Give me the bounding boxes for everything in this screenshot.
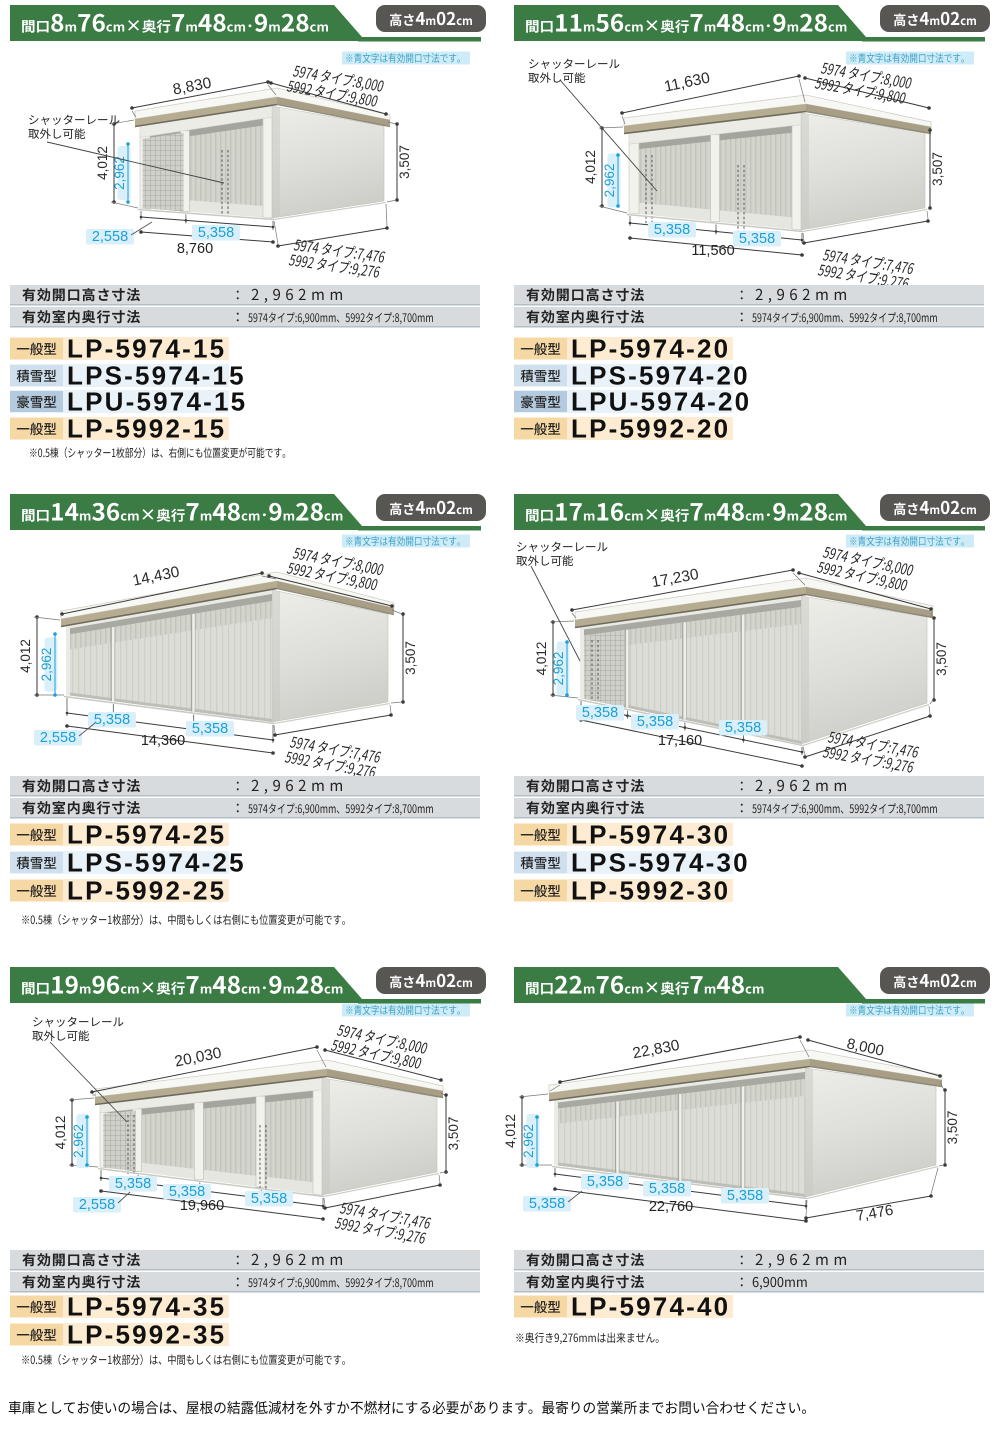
svg-text:7,476: 7,476 — [855, 1202, 895, 1225]
svg-text:4,012: 4,012 — [583, 150, 598, 184]
svg-text:5,358: 5,358 — [115, 1176, 151, 1192]
svg-text:4,012: 4,012 — [95, 146, 110, 180]
svg-text:5,358: 5,358 — [587, 1174, 623, 1190]
svg-text:LP-5974-30: LP-5974-30 — [571, 820, 730, 850]
svg-text:LPS-5974-20: LPS-5974-20 — [571, 361, 750, 391]
svg-text:LP-5974-20: LP-5974-20 — [571, 334, 730, 364]
svg-text:LP-5992-20: LP-5992-20 — [571, 414, 730, 444]
svg-text:LP-5992-25: LP-5992-25 — [67, 876, 226, 906]
svg-text:5,358: 5,358 — [654, 222, 690, 238]
svg-text:19,960: 19,960 — [180, 1198, 224, 1214]
svg-text:3,507: 3,507 — [446, 1117, 461, 1151]
svg-text:4,012: 4,012 — [53, 1116, 68, 1150]
svg-text:2,558: 2,558 — [40, 730, 76, 746]
svg-text:LPU-5974-15: LPU-5974-15 — [67, 387, 247, 417]
svg-text:LPS-5974-15: LPS-5974-15 — [67, 361, 246, 391]
svg-text:LP-5992-15: LP-5992-15 — [67, 414, 226, 444]
svg-text:5,358: 5,358 — [637, 714, 673, 730]
svg-text:2,962: 2,962 — [551, 652, 566, 686]
svg-text:2,962: 2,962 — [521, 1124, 536, 1158]
svg-text:5,358: 5,358 — [198, 225, 234, 241]
svg-text:5,358: 5,358 — [529, 1196, 565, 1212]
svg-text:2,962: 2,962 — [602, 164, 617, 198]
svg-text:14,360: 14,360 — [141, 733, 185, 749]
svg-text:17,160: 17,160 — [658, 733, 702, 749]
svg-text:LPS-5974-30: LPS-5974-30 — [571, 848, 750, 878]
svg-text:5,358: 5,358 — [192, 721, 228, 737]
svg-text:LPS-5974-25: LPS-5974-25 — [67, 848, 246, 878]
svg-text:LP-5992-30: LP-5992-30 — [571, 876, 730, 906]
svg-text:LPU-5974-20: LPU-5974-20 — [571, 387, 751, 417]
svg-text:4,012: 4,012 — [534, 642, 549, 676]
svg-text:LP-5974-25: LP-5974-25 — [67, 820, 226, 850]
svg-text:2,962: 2,962 — [112, 156, 127, 190]
svg-text:5,358: 5,358 — [727, 1188, 763, 1204]
svg-text:LP-5974-40: LP-5974-40 — [571, 1292, 730, 1322]
svg-text:11,560: 11,560 — [691, 243, 734, 259]
svg-text:2,558: 2,558 — [92, 229, 128, 245]
svg-text:2,962: 2,962 — [39, 648, 54, 682]
svg-text:LP-5974-15: LP-5974-15 — [67, 334, 226, 364]
svg-text:5,358: 5,358 — [94, 712, 130, 728]
svg-text:5,358: 5,358 — [582, 705, 618, 721]
svg-text:5,358: 5,358 — [169, 1184, 205, 1200]
svg-text:4,012: 4,012 — [18, 639, 33, 673]
svg-text:2,558: 2,558 — [79, 1197, 115, 1213]
svg-text:2,962: 2,962 — [71, 1124, 86, 1158]
svg-text:3,507: 3,507 — [930, 152, 945, 186]
svg-text:3,507: 3,507 — [934, 642, 949, 676]
svg-text:4,012: 4,012 — [503, 1114, 518, 1148]
svg-text:3,507: 3,507 — [945, 1111, 960, 1145]
svg-text:3,507: 3,507 — [397, 145, 412, 179]
svg-text:8,760: 8,760 — [177, 241, 213, 257]
svg-text:22,760: 22,760 — [649, 1199, 693, 1215]
svg-text:5,358: 5,358 — [251, 1191, 287, 1207]
svg-text:5,358: 5,358 — [739, 231, 775, 247]
svg-text:5,358: 5,358 — [649, 1181, 685, 1197]
svg-text:5,358: 5,358 — [725, 720, 761, 736]
svg-text:LP-5992-35: LP-5992-35 — [67, 1320, 226, 1350]
svg-text:LP-5974-35: LP-5974-35 — [67, 1292, 226, 1322]
svg-text:3,507: 3,507 — [403, 641, 418, 675]
